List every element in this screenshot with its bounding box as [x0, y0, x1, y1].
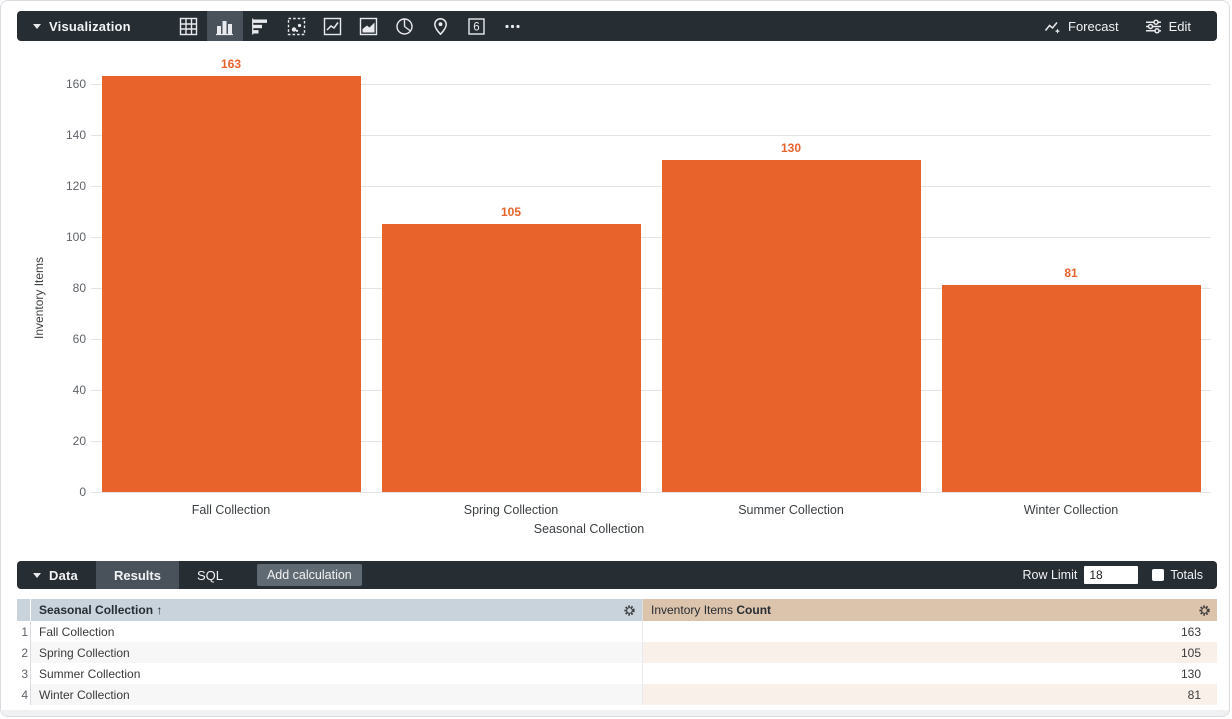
- results-table: Seasonal Collection ↑ Inventory Items Co…: [17, 599, 1217, 705]
- measure-column-header[interactable]: Inventory Items Count: [642, 599, 1217, 621]
- x-tick-label: Winter Collection: [1023, 503, 1119, 517]
- row-number-column-header: [17, 599, 31, 621]
- gridline: [91, 338, 1211, 340]
- horizontal-scrollbar[interactable]: [2, 710, 1229, 716]
- table-body: 1 Fall Collection 163 2 Spring Collection 105…: [17, 621, 1217, 705]
- measure-cell[interactable]: 105: [642, 642, 1217, 663]
- measure-cell[interactable]: 163: [642, 621, 1217, 642]
- viz-type-picker: 6: [171, 11, 531, 41]
- row-number: 3: [17, 663, 31, 684]
- visualization-toolbar: Visualization: [17, 11, 1217, 41]
- data-panel-toolbar: Data Results SQL Add calculation Row Lim…: [17, 561, 1217, 589]
- single-value-viz-icon[interactable]: 6: [459, 11, 495, 41]
- x-tick-label: Spring Collection: [463, 503, 559, 517]
- row-limit-label: Row Limit: [1022, 568, 1078, 582]
- dimension-cell[interactable]: Winter Collection: [31, 684, 642, 705]
- forecast-label: Forecast: [1068, 18, 1119, 34]
- chart-bar[interactable]: [381, 223, 641, 492]
- chart-bar[interactable]: [941, 285, 1201, 492]
- scatter-plot-viz-icon[interactable]: [279, 11, 315, 41]
- column-chart-viz-icon[interactable]: [206, 11, 243, 41]
- add-calculation-button[interactable]: Add calculation: [256, 564, 362, 586]
- bar-chart-viz-icon[interactable]: [243, 11, 279, 41]
- pie-chart-viz-icon[interactable]: [387, 11, 423, 41]
- dimension-gear-icon[interactable]: [623, 604, 636, 617]
- bar-value-label: 163: [220, 56, 242, 71]
- table-header-row: Seasonal Collection ↑ Inventory Items Co…: [17, 599, 1217, 621]
- y-tick-label: 0: [79, 485, 86, 499]
- tab-sql[interactable]: SQL: [196, 567, 223, 583]
- line-chart-viz-icon[interactable]: [315, 11, 351, 41]
- table-row[interactable]: 1 Fall Collection 163: [17, 621, 1217, 642]
- edit-button[interactable]: Edit: [1145, 18, 1191, 35]
- column-chart: 163 105 130 81 0 20 40 60 80 100 120 140 160 Fall C…: [1, 41, 1229, 556]
- visualization-section-label[interactable]: Visualization: [49, 18, 131, 34]
- y-tick-label: 120: [65, 178, 86, 193]
- table-row[interactable]: 3 Summer Collection 130: [17, 663, 1217, 684]
- y-tick-label: 60: [72, 331, 86, 346]
- gridline: [91, 287, 1211, 289]
- dimension-cell[interactable]: Fall Collection: [39, 624, 115, 639]
- chart-bar[interactable]: [661, 160, 921, 492]
- data-section-label[interactable]: Data: [49, 567, 78, 583]
- row-number: 4: [17, 684, 31, 705]
- svg-text:6: 6: [474, 21, 480, 33]
- data-collapse-caret-icon[interactable]: [33, 572, 41, 578]
- measure-cell[interactable]: 81: [642, 684, 1217, 705]
- sort-ascending-icon: ↑: [156, 603, 163, 617]
- y-tick-label: 40: [72, 382, 86, 397]
- bar-value-label: 130: [780, 141, 802, 156]
- table-row[interactable]: 4 Winter Collection 81: [17, 684, 1217, 705]
- gridline: [91, 83, 1211, 85]
- row-number: 2: [17, 642, 31, 663]
- bar-value-label: 105: [500, 204, 522, 219]
- edit-label: Edit: [1168, 18, 1191, 34]
- chart-bar[interactable]: [101, 75, 361, 492]
- tab-results[interactable]: Results: [95, 561, 179, 589]
- area-chart-viz-icon[interactable]: [351, 11, 387, 41]
- row-limit-input[interactable]: [1084, 566, 1139, 584]
- gridline: [91, 440, 1211, 442]
- totals-label: Totals: [1170, 568, 1203, 582]
- gridline: [91, 492, 1211, 493]
- dimension-cell[interactable]: Spring Collection: [31, 642, 642, 663]
- gridline: [91, 185, 1211, 187]
- gridline: [91, 134, 1211, 136]
- y-tick-label: 20: [72, 433, 86, 448]
- table-viz-icon[interactable]: [171, 11, 207, 41]
- measure-cell[interactable]: 130: [642, 663, 1217, 684]
- x-axis-title: Seasonal Collection: [533, 522, 645, 536]
- bar-value-label: 81: [1064, 266, 1078, 281]
- x-tick-label: Summer Collection: [738, 503, 844, 517]
- x-tick-label: Fall Collection: [191, 503, 271, 517]
- forecast-button[interactable]: Forecast: [1044, 18, 1119, 35]
- table-row[interactable]: 2 Spring Collection 105: [17, 642, 1217, 663]
- totals-checkbox[interactable]: [1152, 569, 1165, 581]
- gridline: [91, 236, 1211, 238]
- more-viz-types-icon[interactable]: [495, 11, 531, 41]
- map-viz-icon[interactable]: [423, 11, 459, 41]
- gridline: [91, 389, 1211, 391]
- y-tick-label: 100: [65, 229, 86, 244]
- y-tick-label: 160: [65, 76, 86, 91]
- dimension-column-header[interactable]: Seasonal Collection ↑: [31, 599, 642, 621]
- y-tick-label: 80: [72, 280, 86, 295]
- measure-gear-icon[interactable]: [1198, 604, 1211, 617]
- y-tick-label: 140: [65, 127, 86, 142]
- collapse-caret-icon[interactable]: [33, 23, 41, 29]
- y-axis-title: Inventory Items: [32, 256, 46, 339]
- row-number: 1: [17, 621, 31, 642]
- dimension-cell[interactable]: Summer Collection: [39, 666, 141, 681]
